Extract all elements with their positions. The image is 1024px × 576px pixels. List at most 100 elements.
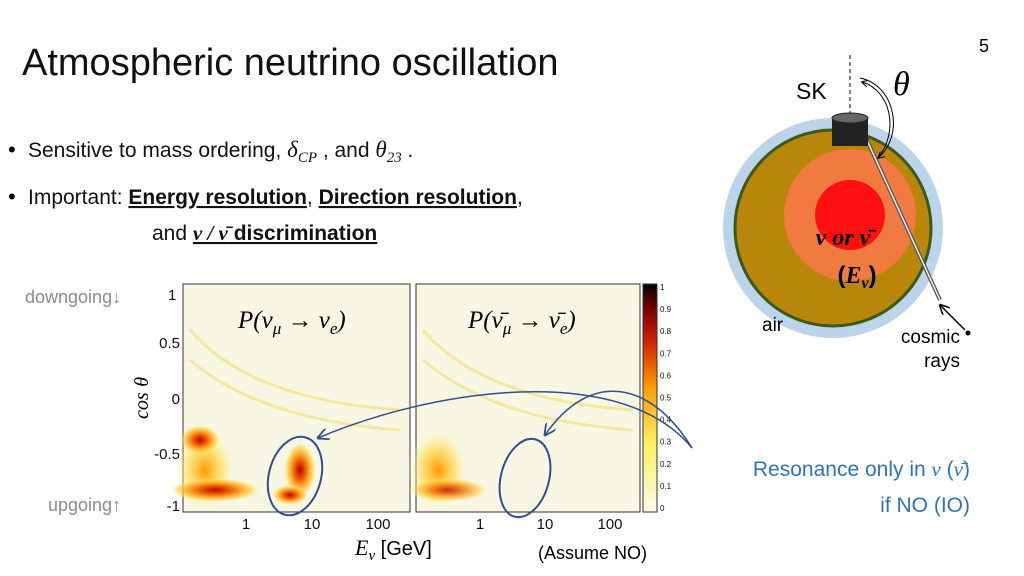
x-tick-label: 10: [304, 516, 321, 533]
text: cos: [131, 392, 153, 419]
math: P(ν̄: [467, 307, 510, 334]
x-axis-label: Eν [GeV]: [354, 535, 432, 564]
text: ,: [307, 186, 319, 209]
text: , and: [317, 139, 375, 162]
heat-region: [180, 425, 220, 455]
axis-annotation: upgoing↑: [48, 495, 121, 515]
heat-band: [421, 329, 634, 432]
y-tick-label: -1: [167, 498, 180, 515]
bullet: •: [8, 184, 16, 209]
emphasis: ν / ν̄: [193, 221, 234, 245]
text: Sensitive to mass ordering,: [28, 139, 287, 162]
colorbar-ticks: 0 0.1 0.2 0.3 0.4 0.5 0.6 0.7 0.8 0.9 1: [660, 283, 672, 513]
text: .: [402, 139, 414, 162]
math-sub: e: [560, 319, 568, 338]
y-tick-label: 1: [168, 287, 176, 304]
text: ,: [517, 186, 523, 209]
y-axis-label: cos θ: [131, 377, 153, 419]
math: ): [335, 307, 345, 334]
annotation: if NO (IO): [880, 494, 970, 517]
emphasis: Direction resolution: [319, 186, 517, 209]
math-sub: ν: [368, 548, 375, 564]
heat-region: [284, 442, 316, 498]
colorbar-tick-label: 0.8: [660, 327, 672, 336]
colorbar-tick-label: 0.6: [660, 371, 672, 380]
label: θ: [893, 66, 910, 103]
colorbar-tick-label: 0.5: [660, 394, 672, 403]
cosmic-ray-path: [859, 124, 941, 301]
math: → ν̄: [511, 307, 567, 334]
label: cosmic: [901, 327, 960, 348]
colorbar-tick-label: 0.1: [660, 482, 672, 491]
angle-arrow: [862, 82, 891, 159]
emphasis: Energy resolution: [128, 186, 307, 209]
math: E: [844, 263, 861, 289]
colorbar-tick-label: 0: [660, 504, 665, 513]
x-tick-label: 10: [537, 516, 554, 533]
text: ): [963, 458, 970, 481]
colorbar-tick-label: 0.4: [660, 416, 672, 425]
earth-diagram: [723, 55, 971, 338]
arrow: [318, 391, 693, 449]
text: Resonance only in: [753, 458, 932, 481]
math: ν: [932, 457, 942, 481]
text: ): [869, 262, 877, 289]
page-number: 5: [979, 36, 989, 56]
bullet-text: Sensitive to mass ordering, δCP , and θ2…: [28, 137, 413, 166]
text: and: [152, 222, 193, 245]
colorbar: [642, 283, 658, 513]
cosmic-arrow: [940, 305, 966, 331]
y-tick-label: -0.5: [154, 446, 180, 463]
math-sub: 23: [387, 150, 402, 166]
colorbar-tick-label: 1: [660, 283, 665, 292]
x-tick-label: 100: [597, 516, 622, 533]
emphasis: discrimination: [228, 222, 377, 245]
x-tick-label: 1: [242, 516, 250, 533]
math-sub: μ: [272, 319, 282, 338]
y-tick-label: 0.5: [159, 335, 180, 352]
text: (: [941, 458, 954, 481]
arrow: [545, 390, 693, 449]
detector-top: [831, 112, 869, 124]
dot: [965, 330, 971, 336]
math-sub: CP: [298, 150, 317, 166]
math: ): [565, 307, 575, 334]
label: ν or ν̄: [816, 225, 877, 251]
math: → ν: [281, 307, 331, 334]
label: SK: [796, 78, 827, 104]
bullet-text: and ν / ν̄ discrimination: [152, 221, 377, 245]
colorbar-tick-label: 0.9: [660, 305, 672, 314]
x-tick-label: 100: [365, 516, 390, 533]
note: (Assume NO): [538, 543, 647, 563]
angle-arrow: [859, 77, 894, 158]
heatmap: [170, 283, 411, 513]
heat-region: [272, 485, 308, 505]
heat-band: [188, 329, 401, 432]
text: (: [837, 262, 845, 289]
math-sub: e: [330, 319, 338, 338]
math-sub: ν: [861, 275, 869, 292]
text: [GeV]: [375, 538, 432, 560]
label: (Eν): [837, 262, 876, 292]
core: [815, 180, 885, 250]
math: δ: [287, 137, 298, 162]
label: air: [762, 315, 784, 336]
title: Atmospheric neutrino oscillation: [22, 42, 559, 84]
math-sub: μ: [502, 319, 512, 338]
math: E: [354, 535, 369, 560]
panel-label: P(νμ → νe): [237, 307, 346, 338]
math: P(ν: [237, 307, 274, 334]
bullet-text: Important: Energy resolution, Direction …: [28, 186, 523, 209]
colorbar-tick-label: 0.2: [660, 460, 672, 469]
colorbar-tick-label: 0.3: [660, 438, 672, 447]
highlight-ellipse: [266, 435, 324, 517]
math: θ: [375, 137, 386, 162]
panel-label: P(ν̄μ → ν̄e): [467, 307, 576, 338]
label: rays: [924, 351, 960, 372]
annotation: Resonance only in ν (ν̄): [753, 457, 970, 481]
colorbar-tick-label: 0.7: [660, 349, 672, 358]
x-tick-label: 1: [476, 516, 484, 533]
math: θ: [131, 377, 153, 387]
heat-region: [170, 478, 260, 502]
